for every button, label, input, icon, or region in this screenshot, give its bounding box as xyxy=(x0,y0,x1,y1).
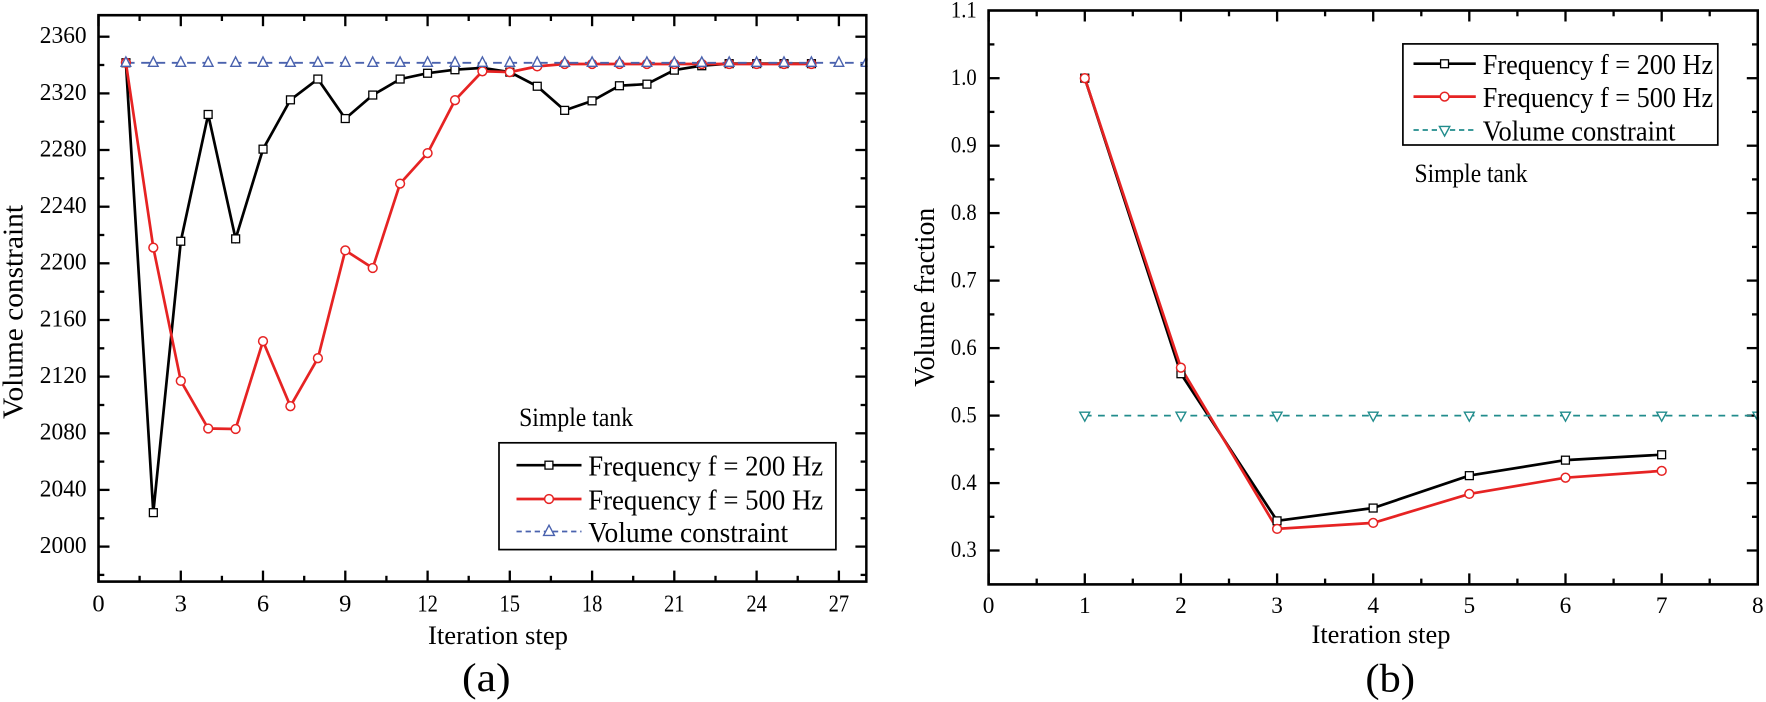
svg-text:8: 8 xyxy=(1752,593,1764,619)
svg-text:1.1: 1.1 xyxy=(951,0,977,23)
svg-text:6: 6 xyxy=(1560,593,1572,619)
svg-text:Simple tank: Simple tank xyxy=(1415,158,1529,188)
svg-text:12: 12 xyxy=(417,591,438,618)
svg-text:Volume fraction: Volume fraction xyxy=(910,208,941,387)
svg-text:0.7: 0.7 xyxy=(951,267,977,293)
svg-text:27: 27 xyxy=(829,591,850,618)
svg-text:0.3: 0.3 xyxy=(951,537,977,563)
svg-text:6: 6 xyxy=(257,591,269,618)
svg-text:(a): (a) xyxy=(462,655,511,700)
svg-text:2280: 2280 xyxy=(40,135,87,162)
svg-text:Volume constraint: Volume constraint xyxy=(1483,116,1676,147)
svg-text:3: 3 xyxy=(175,591,187,618)
svg-text:0.6: 0.6 xyxy=(951,335,977,361)
svg-text:Frequency f = 500 Hz: Frequency f = 500 Hz xyxy=(1483,83,1713,114)
svg-text:2200: 2200 xyxy=(40,249,87,276)
svg-text:2: 2 xyxy=(1175,593,1187,619)
svg-text:2120: 2120 xyxy=(40,362,87,389)
svg-text:0.9: 0.9 xyxy=(951,132,977,158)
svg-text:0.5: 0.5 xyxy=(951,402,977,428)
svg-text:0.8: 0.8 xyxy=(951,200,977,226)
svg-text:2240: 2240 xyxy=(40,192,87,219)
svg-text:5: 5 xyxy=(1463,593,1475,619)
svg-text:18: 18 xyxy=(582,591,603,618)
svg-text:Frequency f = 200 Hz: Frequency f = 200 Hz xyxy=(588,452,823,483)
svg-text:9: 9 xyxy=(339,591,351,618)
svg-text:0: 0 xyxy=(983,593,995,619)
svg-text:Volume constraint: Volume constraint xyxy=(588,518,788,549)
svg-text:2080: 2080 xyxy=(40,419,87,446)
svg-text:Frequency f = 200 Hz: Frequency f = 200 Hz xyxy=(1483,50,1713,81)
svg-text:4: 4 xyxy=(1367,593,1379,619)
svg-text:(b): (b) xyxy=(1365,655,1415,700)
svg-text:2040: 2040 xyxy=(40,475,87,502)
svg-text:0: 0 xyxy=(92,591,104,618)
svg-text:15: 15 xyxy=(500,591,521,618)
svg-text:2000: 2000 xyxy=(40,532,87,559)
svg-text:3: 3 xyxy=(1271,593,1283,619)
svg-text:Iteration step: Iteration step xyxy=(428,620,568,650)
svg-text:2320: 2320 xyxy=(40,79,87,106)
svg-text:Iteration step: Iteration step xyxy=(1312,619,1451,649)
svg-text:24: 24 xyxy=(746,591,767,618)
svg-text:21: 21 xyxy=(664,591,685,618)
svg-text:Frequency f = 500 Hz: Frequency f = 500 Hz xyxy=(588,485,823,516)
svg-text:2160: 2160 xyxy=(40,305,87,332)
svg-text:0.4: 0.4 xyxy=(951,470,977,496)
svg-text:1: 1 xyxy=(1079,593,1091,619)
svg-text:2360: 2360 xyxy=(40,22,87,49)
svg-text:Simple tank: Simple tank xyxy=(519,402,634,432)
svg-text:Volume constraint: Volume constraint xyxy=(0,205,29,419)
svg-text:7: 7 xyxy=(1656,593,1668,619)
svg-text:1.0: 1.0 xyxy=(951,65,977,91)
